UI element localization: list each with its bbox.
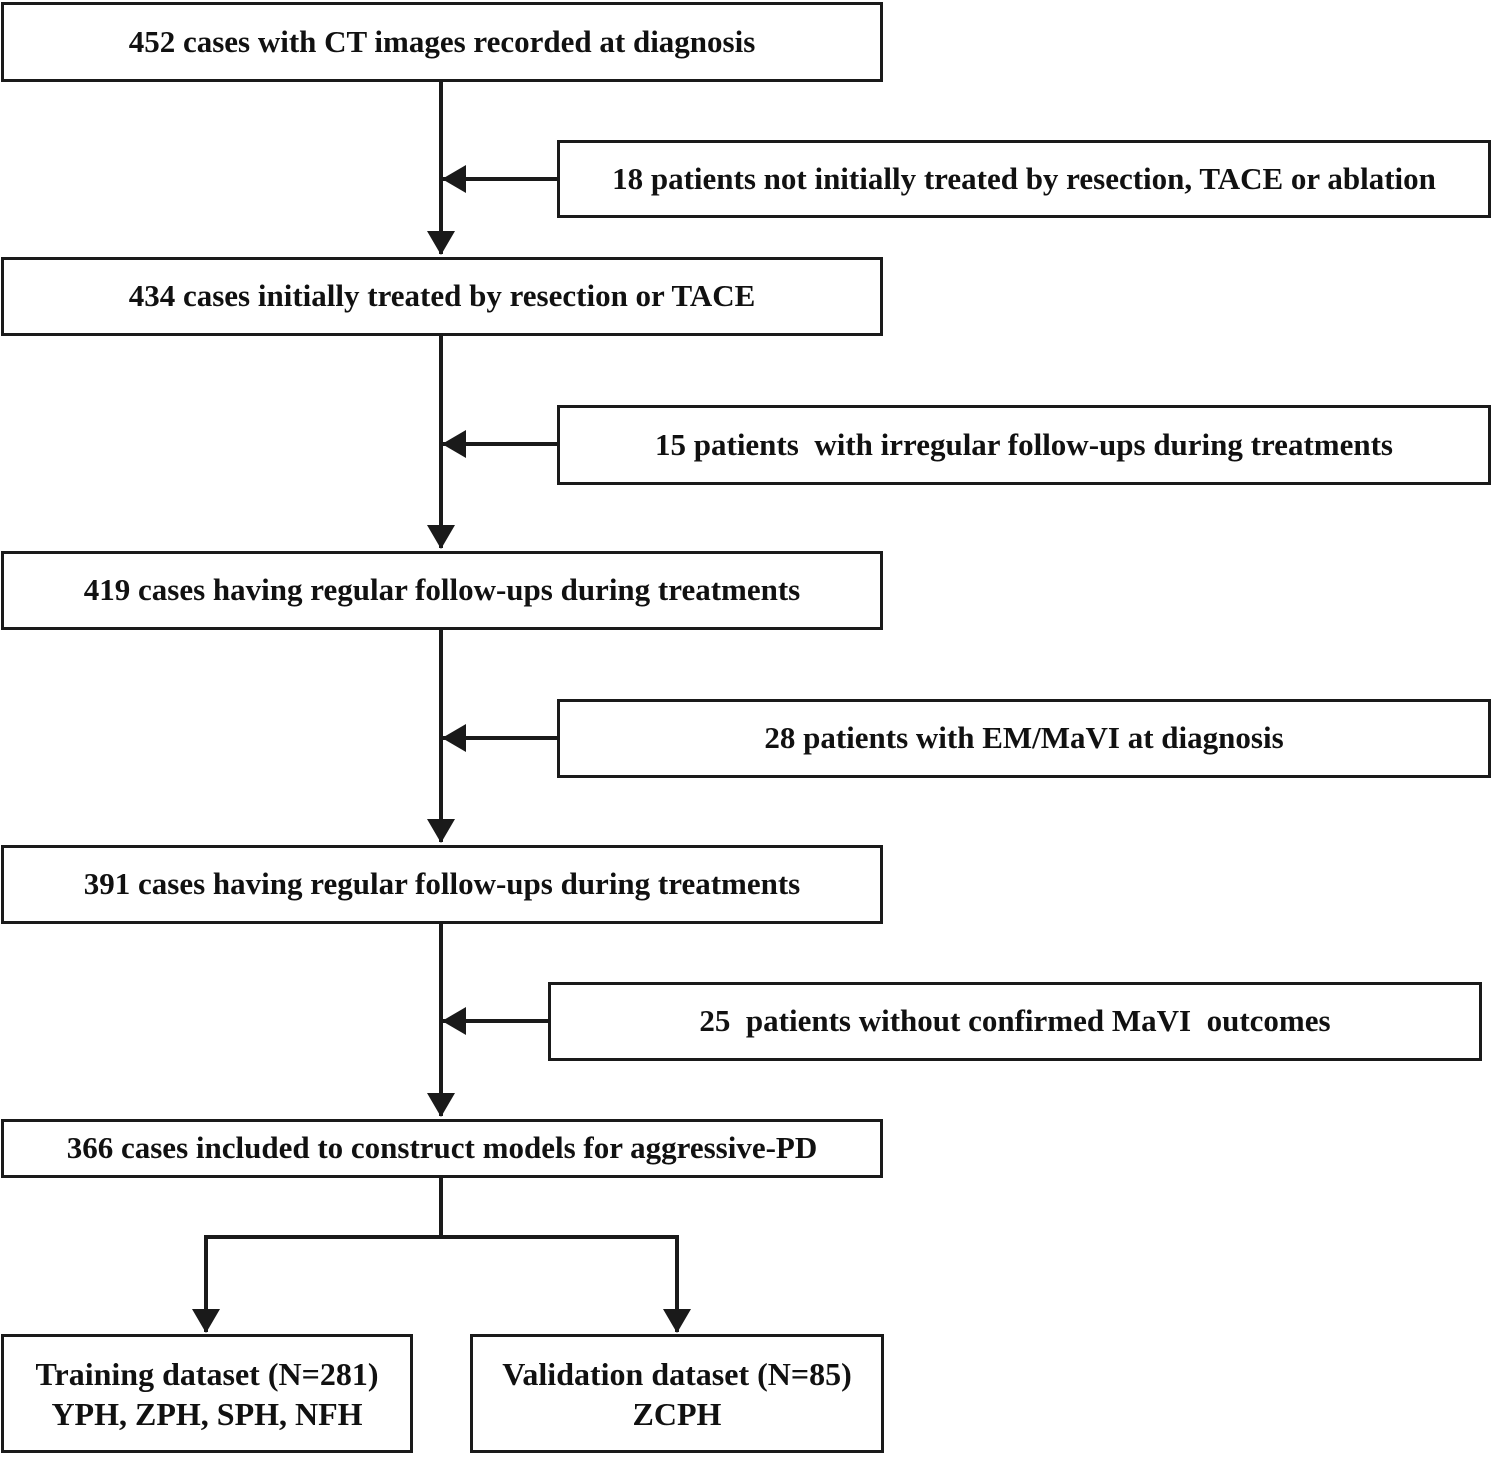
exclusion-box-label: 18 patients not initially treated by res… [612, 160, 1436, 196]
exclusion-box-3: 28 patients with EM/MaVI at diagnosis [557, 699, 1491, 778]
flow-box-label: 391 cases having regular follow-ups duri… [83, 866, 801, 902]
flow-box-step-2: 434 cases initially treated by resection… [1, 257, 883, 336]
validation-dataset-title: Validation dataset (N=85) [502, 1355, 852, 1392]
exclusion-box-label: 28 patients with EM/MaVI at diagnosis [764, 720, 1284, 756]
flow-box-step-5: 366 cases included to construct models f… [1, 1119, 883, 1178]
flow-box-label: 366 cases included to construct models f… [66, 1130, 818, 1166]
flow-box-step-4: 391 cases having regular follow-ups duri… [1, 845, 883, 924]
exclusion-box-1: 18 patients not initially treated by res… [557, 140, 1491, 218]
flow-box-label: 434 cases initially treated by resection… [128, 278, 756, 314]
exclusion-box-label: 25 patients without confirmed MaVI outco… [699, 1003, 1331, 1039]
training-dataset-title: Training dataset (N=281) [35, 1355, 379, 1392]
training-dataset-box: Training dataset (N=281) YPH, ZPH, SPH, … [1, 1334, 413, 1453]
exclusion-box-4: 25 patients without confirmed MaVI outco… [548, 982, 1482, 1061]
training-dataset-sites: YPH, ZPH, SPH, NFH [51, 1395, 363, 1432]
flow-box-step-1: 452 cases with CT images recorded at dia… [1, 2, 883, 82]
exclusion-box-label: 15 patients with irregular follow-ups du… [655, 426, 1393, 462]
validation-dataset-box: Validation dataset (N=85) ZCPH [470, 1334, 884, 1453]
exclusion-box-2: 15 patients with irregular follow-ups du… [557, 405, 1491, 485]
flow-box-step-3: 419 cases having regular follow-ups duri… [1, 551, 883, 630]
split-connector [204, 1178, 443, 1239]
flow-box-label: 419 cases having regular follow-ups duri… [83, 572, 801, 608]
validation-dataset-sites: ZCPH [632, 1395, 722, 1432]
flow-box-label: 452 cases with CT images recorded at dia… [128, 23, 756, 59]
